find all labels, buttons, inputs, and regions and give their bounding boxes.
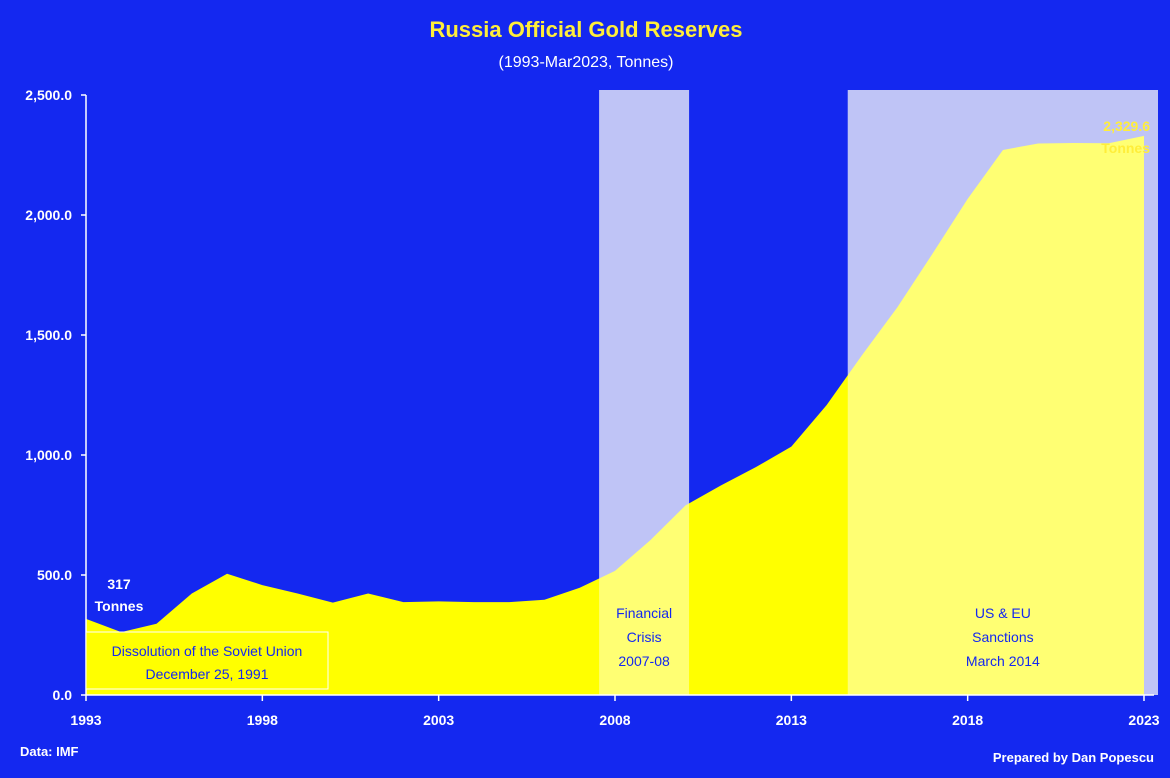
x-tick-label-0: 1993 bbox=[70, 712, 101, 728]
shaded-overlays bbox=[599, 90, 1158, 695]
annotations: Financial Crisis 2007-08 US & EU Sanctions Ma… bbox=[85, 118, 1150, 690]
period-label-1-line-1: Sanctions bbox=[972, 629, 1033, 645]
soviet-box-line-1: December 25, 1991 bbox=[146, 666, 269, 682]
axes: 0.0 500.0 1,000.0 1,500.0 2,000.0 2,500.0 1993… bbox=[25, 87, 1159, 728]
chart-credit: Prepared by Dan Popescu bbox=[993, 750, 1154, 765]
x-tick-label-1: 1998 bbox=[247, 712, 278, 728]
area-series bbox=[86, 135, 1144, 695]
y-tick-label-2: 1,000.0 bbox=[25, 447, 72, 463]
period-label-0-line-2: 2007-08 bbox=[618, 653, 670, 669]
period-label-0-line-0: Financial bbox=[616, 605, 672, 621]
shaded-overlay-1 bbox=[847, 90, 1158, 695]
data-source: Data: IMF bbox=[20, 744, 79, 759]
shaded-overlay-0 bbox=[599, 90, 690, 695]
end-value-line-0: 2,329.6 bbox=[1103, 118, 1150, 134]
period-label-0-line-1: Crisis bbox=[627, 629, 662, 645]
soviet-box-line-0: Dissolution of the Soviet Union bbox=[112, 643, 303, 659]
soviet-union-box bbox=[85, 631, 329, 690]
start-value-line-0: 317 bbox=[107, 576, 131, 592]
x-tick-label-6: 2023 bbox=[1128, 712, 1159, 728]
end-value-line-1: Tonnes bbox=[1101, 140, 1150, 156]
reserves-area bbox=[86, 135, 1144, 695]
x-tick-label-4: 2013 bbox=[776, 712, 807, 728]
period-label-1-line-0: US & EU bbox=[975, 605, 1031, 621]
start-value-line-1: Tonnes bbox=[95, 598, 144, 614]
period-label-1-line-2: March 2014 bbox=[966, 653, 1040, 669]
chart-title: Russia Official Gold Reserves bbox=[429, 17, 742, 42]
x-tick-label-3: 2008 bbox=[599, 712, 630, 728]
y-tick-label-4: 2,000.0 bbox=[25, 207, 72, 223]
y-tick-label-5: 2,500.0 bbox=[25, 87, 72, 103]
y-tick-label-0: 0.0 bbox=[53, 687, 73, 703]
x-tick-label-2: 2003 bbox=[423, 712, 454, 728]
y-tick-label-1: 500.0 bbox=[37, 567, 72, 583]
chart-subtitle: (1993-Mar2023, Tonnes) bbox=[499, 54, 674, 71]
x-tick-label-5: 2018 bbox=[952, 712, 983, 728]
y-tick-label-3: 1,500.0 bbox=[25, 327, 72, 343]
